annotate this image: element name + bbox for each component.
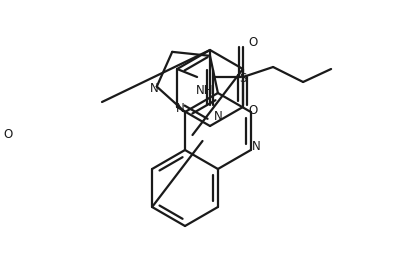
Text: N: N (149, 82, 158, 95)
Text: NH: NH (196, 84, 214, 98)
Text: N: N (214, 110, 223, 124)
Text: S: S (239, 73, 247, 85)
Text: O: O (248, 103, 258, 117)
Text: N: N (176, 102, 184, 116)
Text: N: N (251, 140, 260, 154)
Text: O: O (3, 128, 12, 142)
Text: O: O (248, 35, 258, 49)
